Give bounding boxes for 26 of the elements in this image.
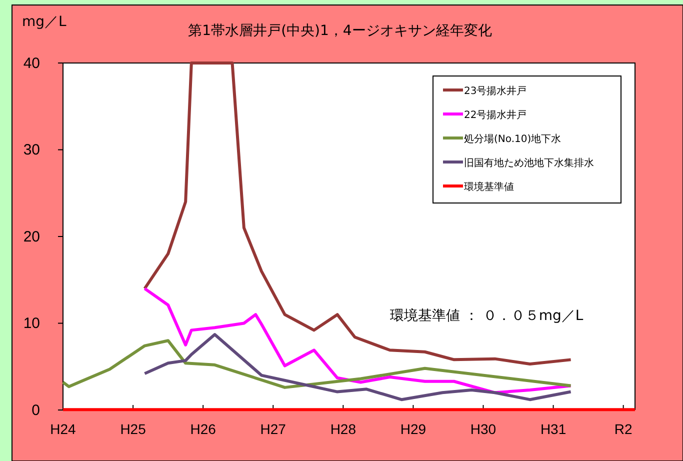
legend-label: 処分場(No.10)地下水	[464, 133, 562, 145]
x-tick-label: H29	[400, 420, 426, 437]
y-tick-label: 20	[23, 228, 40, 246]
y-tick-label: 10	[23, 315, 40, 332]
x-tick-label: H28	[330, 420, 356, 437]
y-tick-label: 0	[32, 402, 40, 419]
x-tick-label: H24	[50, 420, 76, 437]
legend-label: 22号揚水井戸	[464, 109, 527, 121]
x-tick-label: H27	[260, 420, 286, 437]
chart-title: 第1帯水層井戸(中央)1，4ージオキサン経年変化	[188, 23, 492, 39]
annotation: 環境基準値 ： ０．０５mg／L	[390, 308, 584, 324]
legend-label: 環境基準値	[464, 181, 514, 193]
x-tick-label: R2	[614, 420, 632, 437]
y-tick-label: 40	[23, 54, 40, 72]
y-axis-title: mg／L	[22, 14, 67, 30]
line-series	[143, 333, 572, 402]
x-tick-label: H30	[470, 420, 496, 437]
line-series	[143, 287, 572, 394]
x-tick-label: H25	[120, 420, 146, 437]
line-series	[62, 339, 572, 389]
legend-label: 旧国有地ため池地下水集排水	[464, 157, 594, 169]
x-tick-label: H26	[190, 420, 216, 437]
legend-label: 23号揚水井戸	[464, 85, 527, 97]
line-series	[143, 62, 572, 366]
x-tick-label: H31	[540, 420, 566, 437]
y-tick-label: 30	[23, 142, 40, 159]
